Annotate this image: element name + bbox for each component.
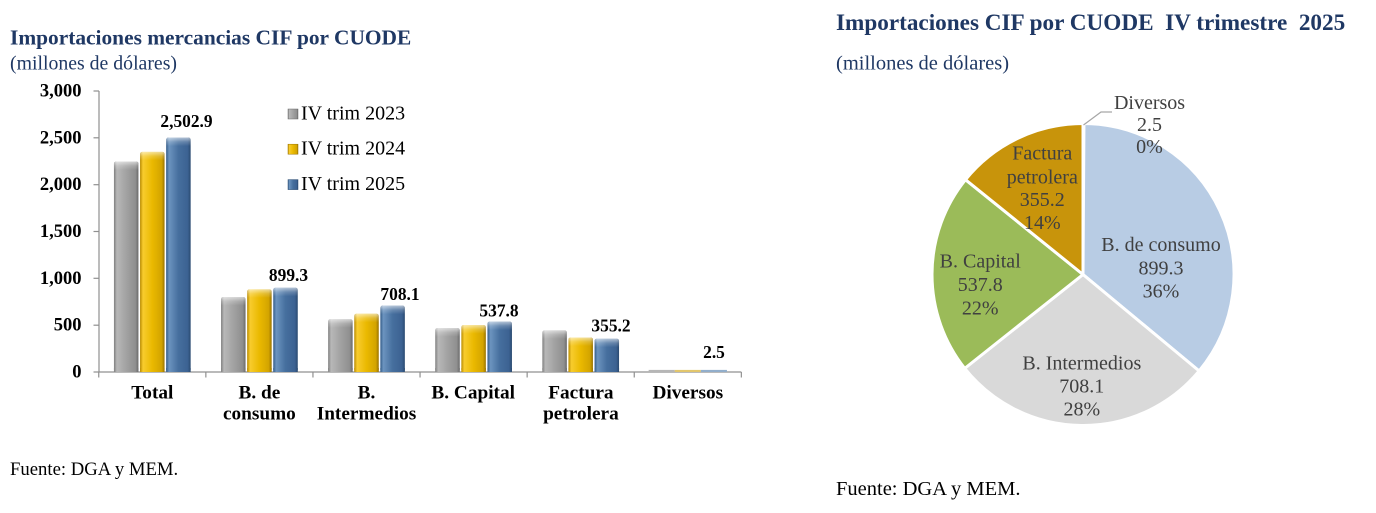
svg-text:(millones de dólares): (millones de dólares): [836, 53, 1009, 75]
svg-text:0%: 0%: [1136, 136, 1163, 158]
svg-text:2.5: 2.5: [703, 342, 725, 362]
svg-text:consumo: consumo: [223, 403, 296, 424]
svg-text:B. Capital: B. Capital: [940, 251, 1022, 273]
svg-text:IV trim 2023: IV trim 2023: [301, 103, 405, 125]
svg-text:355.2: 355.2: [591, 316, 630, 336]
svg-text:Diversos: Diversos: [652, 382, 723, 403]
svg-text:28%: 28%: [1063, 399, 1100, 421]
svg-text:Fuente: DGA y MEM.: Fuente: DGA y MEM.: [836, 478, 1021, 500]
svg-text:Intermedios: Intermedios: [317, 403, 417, 424]
svg-text:Importaciones CIF por CUODE I: Importaciones CIF por CUODE IV trimestre…: [836, 10, 1345, 36]
svg-text:1,000: 1,000: [40, 269, 82, 289]
svg-text:355.2: 355.2: [1020, 189, 1065, 211]
svg-text:B. Capital: B. Capital: [431, 382, 515, 403]
svg-text:Fuente: DGA y MEM.: Fuente: DGA y MEM.: [10, 459, 178, 480]
svg-text:3,000: 3,000: [40, 82, 82, 102]
svg-text:1,500: 1,500: [40, 222, 82, 242]
svg-text:Factura: Factura: [1012, 143, 1072, 165]
svg-text:537.8: 537.8: [958, 274, 1003, 296]
svg-text:B.: B.: [358, 382, 376, 403]
svg-text:Diversos: Diversos: [1114, 92, 1185, 114]
svg-text:(millones de dólares): (millones de dólares): [10, 53, 177, 75]
svg-text:36%: 36%: [1143, 281, 1180, 303]
svg-text:petrolera: petrolera: [1007, 167, 1078, 189]
svg-text:708.1: 708.1: [380, 284, 419, 304]
svg-text:B. de: B. de: [239, 382, 281, 403]
svg-text:708.1: 708.1: [1059, 376, 1104, 398]
svg-text:537.8: 537.8: [479, 301, 518, 321]
svg-text:B. Intermedios: B. Intermedios: [1022, 353, 1141, 375]
svg-text:IV trim 2025: IV trim 2025: [301, 173, 405, 195]
svg-text:petrolera: petrolera: [543, 403, 619, 424]
svg-text:899.3: 899.3: [1139, 257, 1184, 279]
svg-text:2,500: 2,500: [40, 128, 82, 148]
svg-text:Total: Total: [131, 382, 174, 403]
svg-text:IV trim 2024: IV trim 2024: [301, 138, 405, 160]
svg-text:Factura: Factura: [548, 382, 614, 403]
svg-text:22%: 22%: [962, 298, 999, 320]
svg-text:2,000: 2,000: [40, 175, 82, 195]
svg-text:500: 500: [54, 316, 82, 336]
svg-text:B. de consumo: B. de consumo: [1101, 234, 1220, 256]
svg-text:899.3: 899.3: [269, 265, 308, 285]
svg-text:2.5: 2.5: [1137, 114, 1162, 136]
svg-text:2,502.9: 2,502.9: [160, 111, 212, 131]
svg-text:Importaciones mercancias CIF p: Importaciones mercancias CIF por CUODE: [10, 26, 411, 50]
svg-text:0: 0: [72, 363, 81, 383]
svg-text:14%: 14%: [1024, 212, 1061, 234]
